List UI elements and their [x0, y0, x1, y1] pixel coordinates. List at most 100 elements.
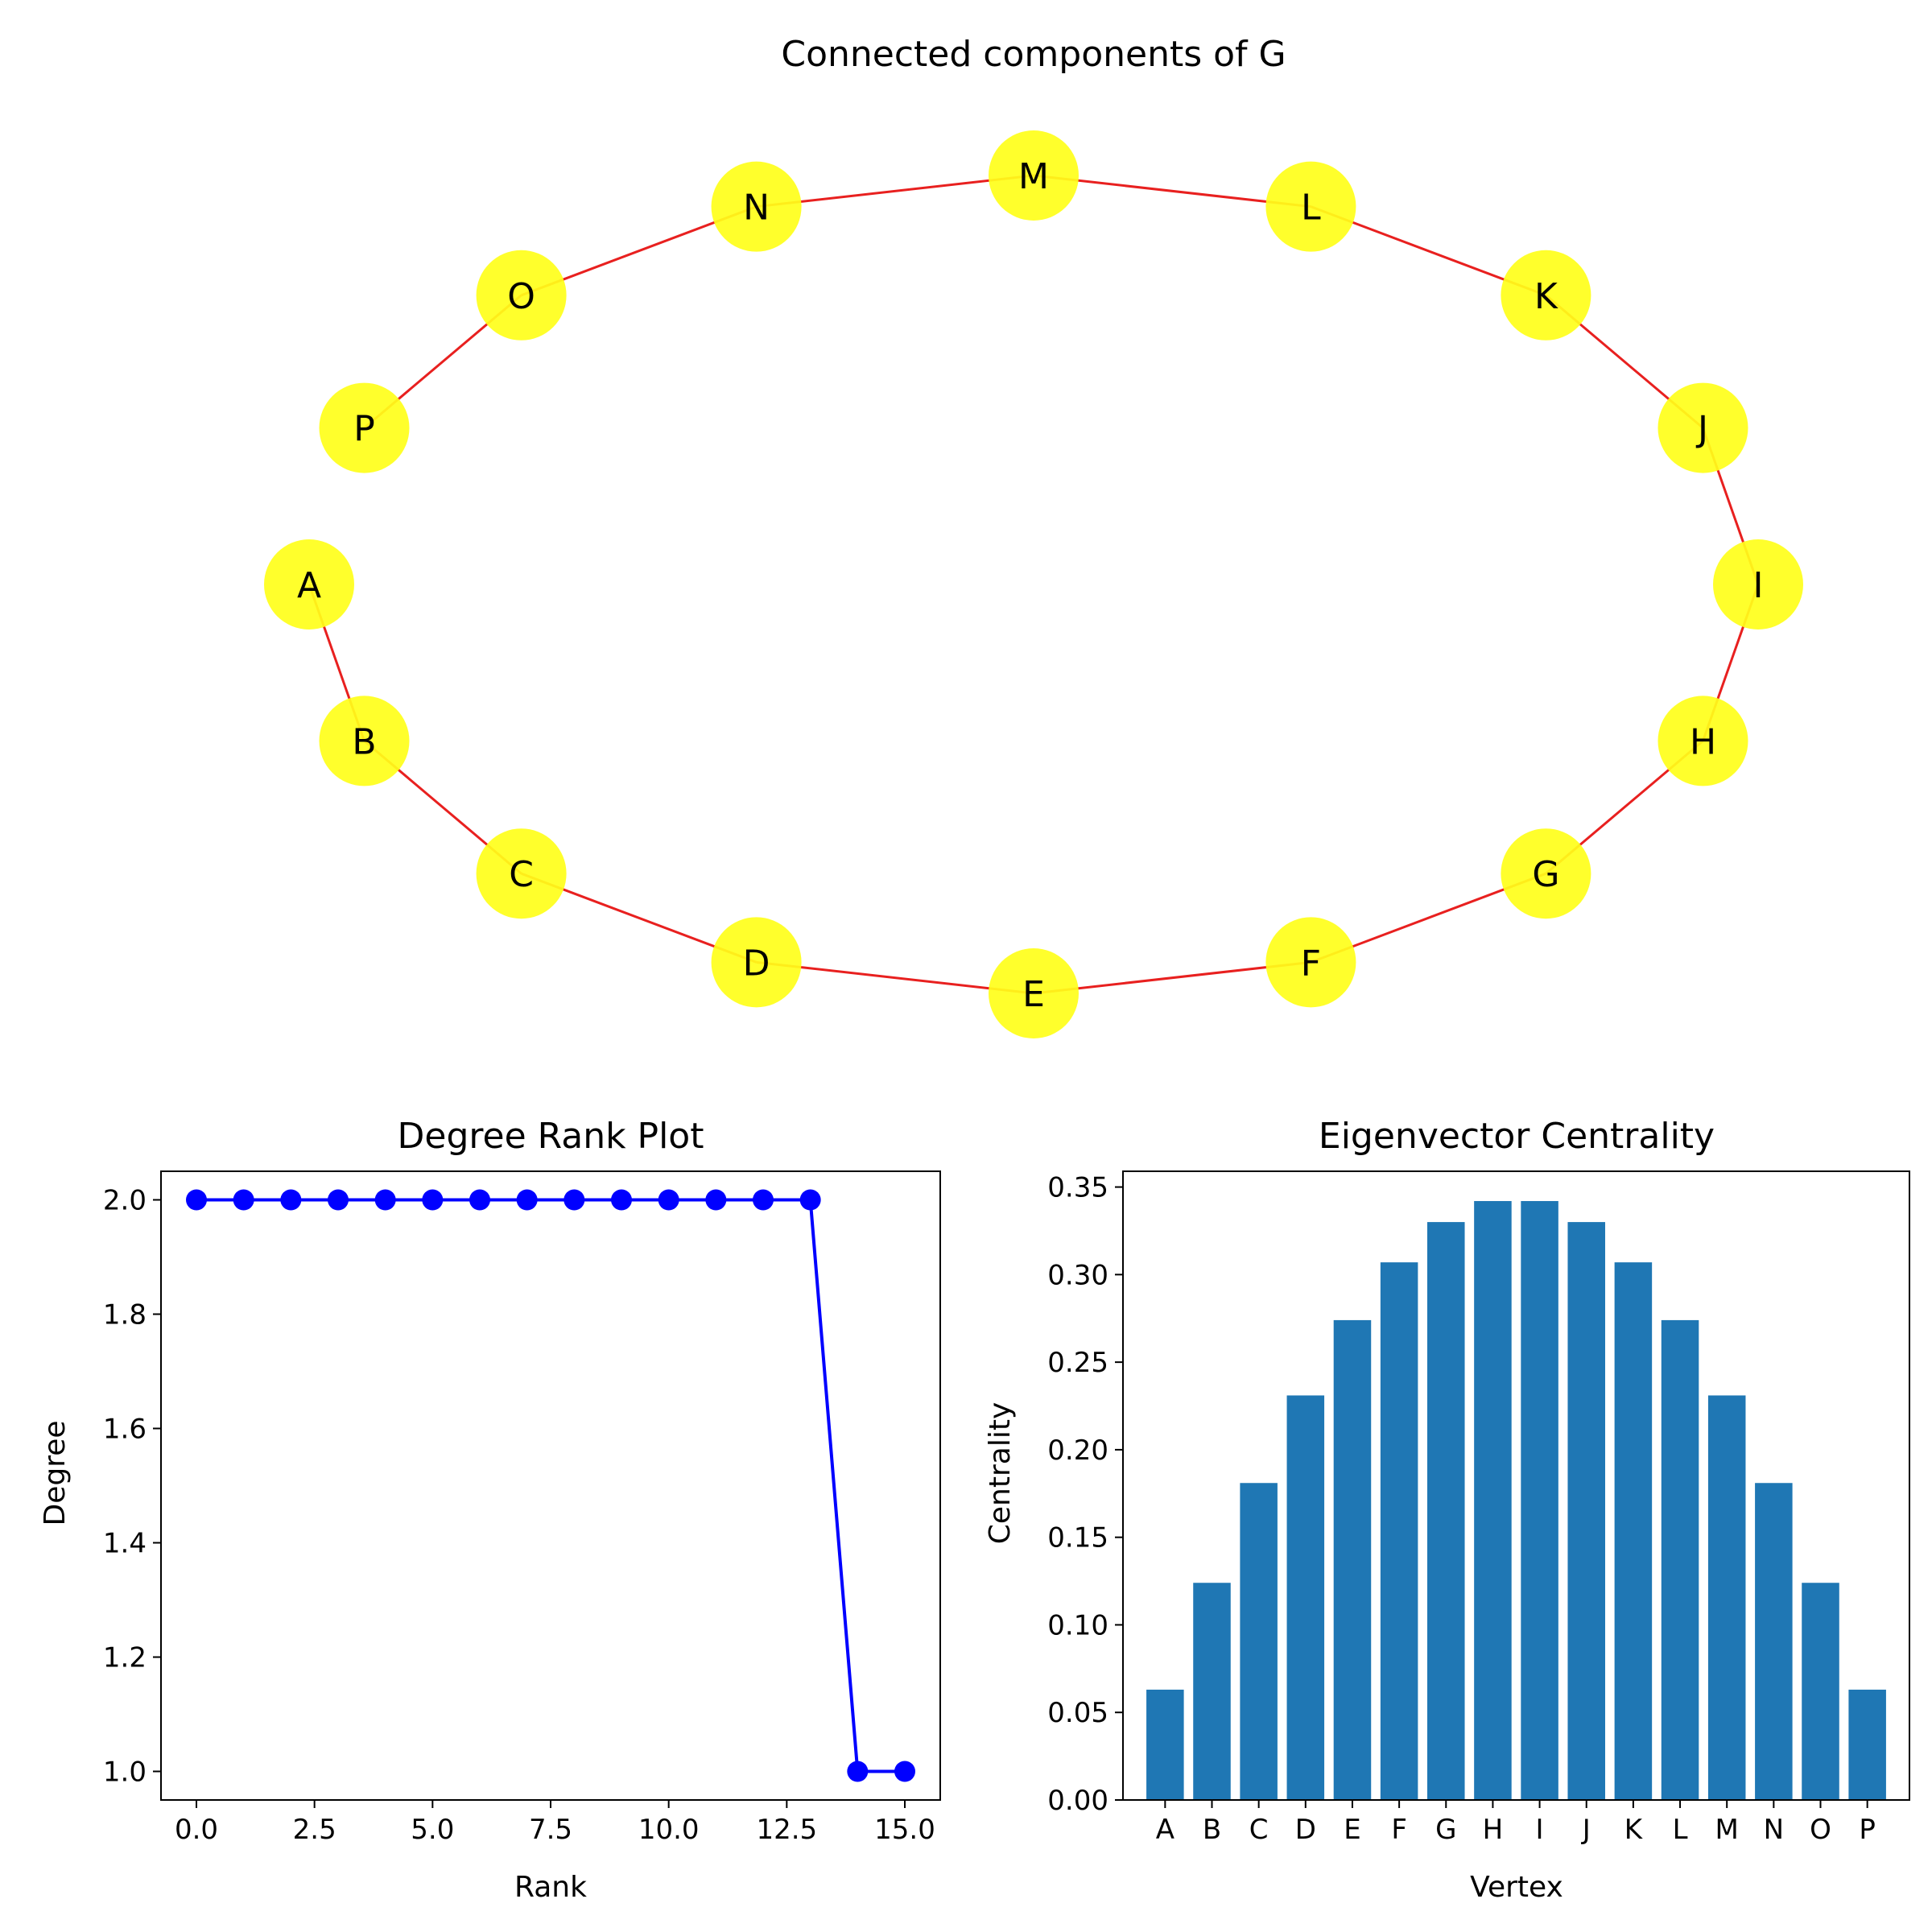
degree-y-tick-label: 1.8: [103, 1299, 147, 1331]
centrality-x-axis-label: Vertex: [1470, 1871, 1563, 1904]
eigenvector-centrality-plot: Eigenvector Centrality A B C D E F G H I J K L M N O P 0…: [984, 1116, 1910, 1904]
degree-point: [422, 1189, 444, 1211]
centrality-x-tick-label: F: [1391, 1814, 1407, 1846]
graph-edge-L-M: [1033, 174, 1311, 208]
centrality-bar-K: [1614, 1262, 1653, 1800]
graph-panel: Connected components of G A B C D E F G H I J K L M N…: [264, 34, 1803, 1038]
graph-node-M: [989, 130, 1079, 221]
degree-x-tick-label: 0.0: [175, 1814, 218, 1846]
graph-node-N: [711, 161, 802, 252]
degree-point: [516, 1189, 538, 1211]
centrality-bar-B: [1193, 1583, 1231, 1800]
degree-y-tick-label: 1.4: [103, 1528, 147, 1560]
degree-rank-plot: Degree Rank Plot 0.0 2.5 5.0 7.5 10.0 12.5 15.…: [39, 1116, 941, 1904]
graph-node-label-M: M: [1018, 156, 1049, 197]
graph-node-J: [1657, 382, 1748, 473]
degree-plot-title: Degree Rank Plot: [398, 1116, 704, 1157]
graph-node-F: [1265, 917, 1356, 1008]
degree-x-tick-label: 5.0: [411, 1814, 454, 1846]
centrality-x-tick-label: D: [1295, 1814, 1316, 1846]
centrality-plot-title: Eigenvector Centrality: [1319, 1116, 1715, 1157]
centrality-bar-N: [1755, 1483, 1793, 1800]
centrality-bar-C: [1240, 1483, 1278, 1800]
graph-node-B: [319, 696, 410, 786]
degree-y-tick-label: 1.2: [103, 1642, 147, 1674]
centrality-axes: A B C D E F G H I J K L M N O P 0.00 0.05 0.10 0.15 0.20 0.25…: [1047, 1170, 1910, 1846]
degree-point: [233, 1189, 254, 1211]
centrality-x-tick-label: G: [1435, 1814, 1456, 1846]
degree-point: [658, 1189, 679, 1211]
centrality-axes-frame: [1122, 1170, 1910, 1801]
graph-node-label-J: J: [1695, 409, 1708, 450]
centrality-y-tick-label: 0.05: [1047, 1697, 1108, 1729]
graph-node-label-O: O: [507, 276, 535, 317]
graph-node-label-A: A: [297, 565, 321, 606]
centrality-bar-L: [1661, 1319, 1699, 1800]
centrality-bar-E: [1333, 1319, 1372, 1800]
degree-point: [611, 1189, 632, 1211]
graph-title: Connected components of G: [781, 34, 1286, 75]
centrality-x-tick-label: I: [1536, 1814, 1544, 1846]
degree-x-tick-label: 12.5: [756, 1814, 817, 1846]
degree-point: [374, 1189, 396, 1211]
degree-y-axis-label: Degree: [39, 1420, 72, 1525]
degree-point: [564, 1189, 585, 1211]
graph-nodes: A B C D E F G H I J K L M N O P: [264, 130, 1803, 1038]
centrality-bar-M: [1707, 1395, 1746, 1800]
centrality-x-tick-label: J: [1581, 1814, 1591, 1846]
degree-x-tick-label: 2.5: [293, 1814, 336, 1846]
degree-point: [280, 1189, 302, 1211]
graph-node-E: [989, 948, 1079, 1038]
centrality-x-tick-label: E: [1344, 1814, 1360, 1846]
graph-node-label-N: N: [743, 188, 770, 229]
degree-line: [196, 1198, 905, 1773]
degree-axes: 0.0 2.5 5.0 7.5 10.0 12.5 15.0 1.0 1.2 1.4 1.6 1.8 2…: [103, 1170, 941, 1846]
centrality-bar-I: [1521, 1200, 1558, 1800]
centrality-x-tick-label: C: [1249, 1814, 1269, 1846]
centrality-bar-A: [1146, 1689, 1184, 1800]
graph-node-label-I: I: [1753, 565, 1764, 606]
centrality-y-tick-label: 0.35: [1047, 1172, 1108, 1204]
graph-node-D: [711, 917, 802, 1008]
graph-node-K: [1501, 250, 1591, 341]
degree-point: [753, 1189, 774, 1211]
graph-node-label-D: D: [743, 943, 770, 984]
graph-node-H: [1657, 696, 1748, 786]
graph-node-label-B: B: [352, 721, 376, 762]
centrality-bar-O: [1802, 1583, 1839, 1800]
degree-series: [186, 1189, 915, 1782]
centrality-bars: [1146, 1200, 1886, 1800]
graph-node-label-G: G: [1532, 854, 1559, 895]
degree-x-tick-label: 10.0: [638, 1814, 700, 1846]
degree-point: [894, 1761, 915, 1782]
graph-edge-M-N: [756, 174, 1034, 208]
centrality-x-tick-label: B: [1203, 1814, 1221, 1846]
centrality-x-tick-label: O: [1810, 1814, 1831, 1846]
graph-node-label-L: L: [1301, 188, 1321, 229]
degree-x-axis-label: Rank: [514, 1871, 587, 1904]
degree-point: [328, 1189, 349, 1211]
graph-node-P: [319, 382, 410, 473]
centrality-bar-D: [1286, 1395, 1325, 1800]
centrality-x-tick-label: K: [1624, 1814, 1644, 1846]
centrality-bar-F: [1380, 1262, 1418, 1800]
degree-point: [847, 1761, 869, 1782]
centrality-x-tick-label: A: [1156, 1814, 1174, 1846]
graph-node-A: [264, 539, 354, 630]
graph-node-I: [1713, 539, 1803, 630]
centrality-bar-G: [1427, 1222, 1465, 1800]
graph-node-label-K: K: [1534, 276, 1558, 317]
centrality-bar-P: [1848, 1689, 1886, 1800]
graph-edge-E-F: [1033, 960, 1311, 995]
graph-node-O: [476, 250, 567, 341]
centrality-x-tick-label: M: [1715, 1814, 1739, 1846]
centrality-y-tick-label: 0.10: [1047, 1609, 1108, 1641]
centrality-x-tick-label: L: [1673, 1814, 1688, 1846]
centrality-y-axis-label: Centrality: [984, 1402, 1017, 1545]
centrality-x-tick-label: H: [1483, 1814, 1504, 1846]
graph-node-G: [1501, 828, 1591, 919]
centrality-bar-H: [1474, 1200, 1512, 1800]
centrality-bar-J: [1567, 1222, 1605, 1800]
